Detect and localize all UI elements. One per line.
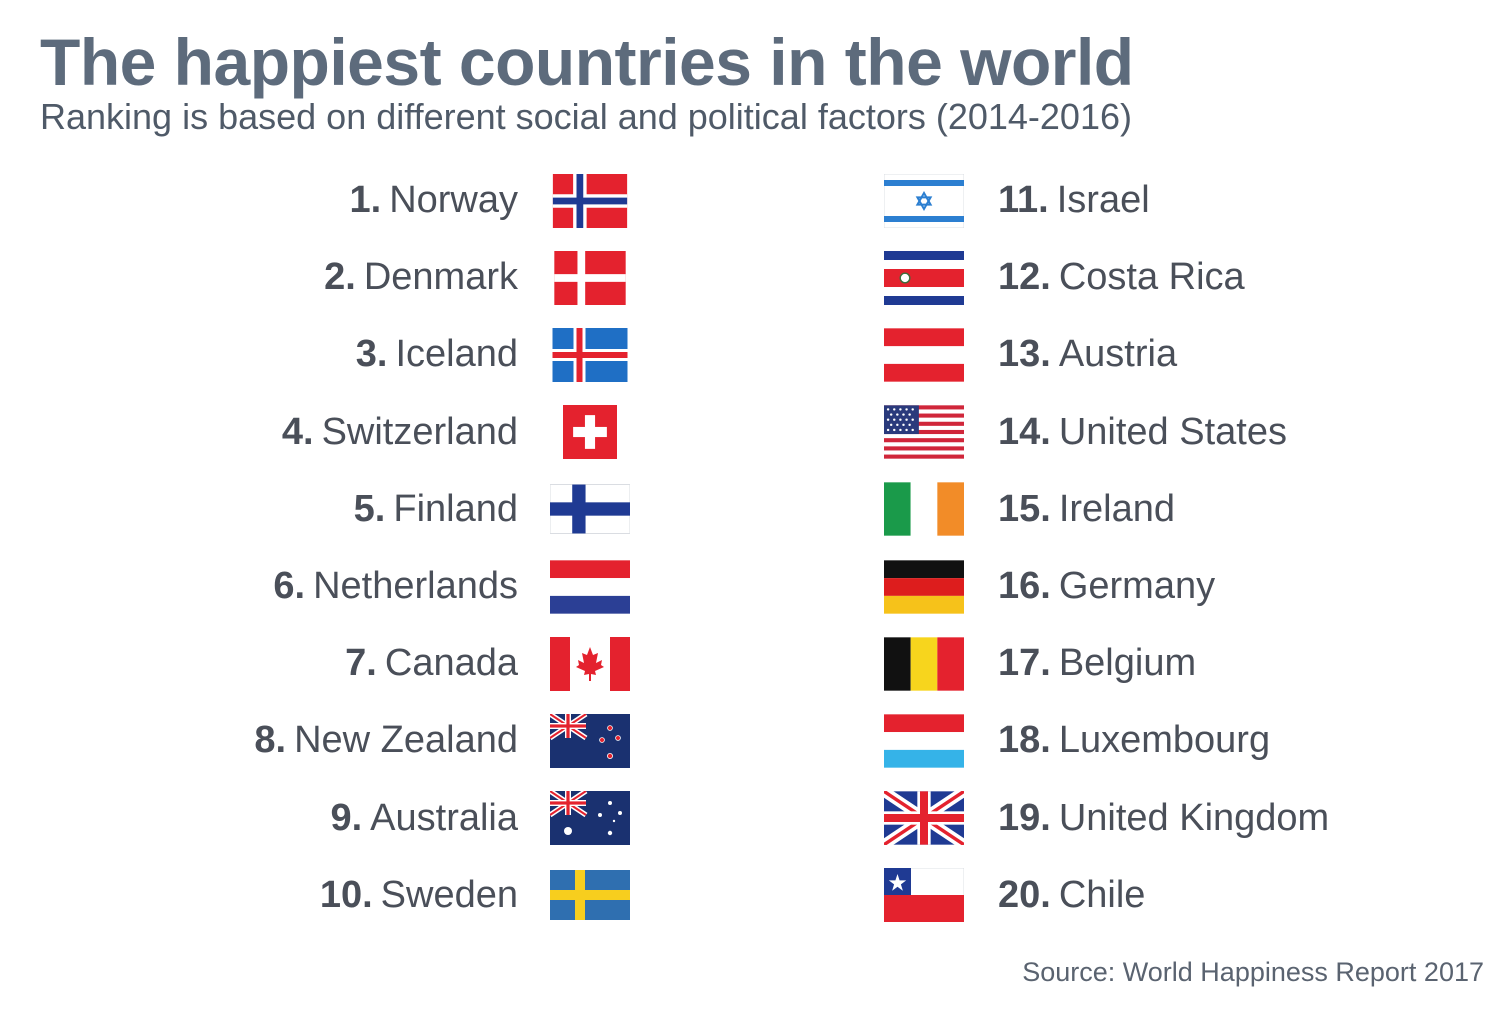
rank-number: 4.	[281, 410, 314, 453]
list-item: 10. Sweden	[0, 857, 640, 934]
rank-number: 8.	[254, 719, 287, 762]
chile-flag-icon	[884, 868, 964, 923]
list-item: 9. Australia	[0, 780, 640, 857]
country-name: Norway	[389, 179, 518, 222]
list-item: 11. Israel	[884, 162, 1444, 239]
sweden-flag-icon	[550, 868, 630, 922]
iceland-flag-icon	[550, 327, 630, 382]
ranking-list-right: 11. Israel 12. Costa Rica 13. Austria 14. Un…	[884, 162, 1444, 934]
rank-number: 10.	[319, 873, 373, 916]
israel-flag-icon	[884, 173, 964, 228]
country-name: Ireland	[1058, 487, 1176, 530]
rank-number: 6.	[273, 565, 306, 608]
list-item: 16. Germany	[884, 548, 1444, 625]
ireland-flag-icon	[884, 482, 964, 537]
country-name: Luxembourg	[1058, 719, 1271, 762]
rank-number: 19.	[998, 796, 1051, 839]
country-name: Costa Rica	[1058, 256, 1245, 299]
list-item: 20. Chile	[884, 857, 1444, 934]
country-name: Belgium	[1058, 642, 1197, 685]
rank-number: 17.	[998, 642, 1051, 685]
country-name: Netherlands	[313, 565, 518, 608]
netherlands-flag-icon	[550, 559, 630, 614]
rank-number: 12.	[998, 256, 1051, 299]
country-name: Denmark	[363, 256, 518, 299]
page-title: The happiest countries in the world	[40, 25, 1134, 99]
country-name: Canada	[384, 642, 518, 685]
country-name: Austria	[1058, 333, 1178, 376]
list-item: 6. Netherlands	[0, 548, 640, 625]
country-name: Finland	[393, 487, 518, 530]
list-item: 12. Costa Rica	[884, 239, 1444, 316]
country-name: United Kingdom	[1058, 796, 1330, 839]
finland-flag-icon	[550, 482, 630, 536]
ranking-list-left: 1. Norway 2. Denmark 3. Iceland 4. Switzerla…	[0, 162, 640, 934]
list-item: 17. Belgium	[884, 625, 1444, 702]
country-name: Iceland	[395, 333, 518, 376]
list-item: 15. Ireland	[884, 471, 1444, 548]
rank-number: 14.	[998, 410, 1051, 453]
united-states-flag-icon	[884, 405, 964, 459]
country-name: United States	[1058, 410, 1287, 453]
list-item: 18. Luxembourg	[884, 702, 1444, 779]
rank-number: 15.	[998, 487, 1051, 530]
list-item: 8. New Zealand	[0, 702, 640, 779]
rank-number: 1.	[349, 179, 382, 222]
list-item: 19. United Kingdom	[884, 780, 1444, 857]
norway-flag-icon	[550, 173, 630, 228]
list-item: 7. Canada	[0, 625, 640, 702]
rank-number: 3.	[355, 333, 388, 376]
austria-flag-icon	[884, 328, 964, 382]
list-item: 14. United States	[884, 394, 1444, 471]
canada-flag-icon	[550, 636, 630, 691]
list-item: 13. Austria	[884, 316, 1444, 393]
luxembourg-flag-icon	[884, 714, 964, 768]
list-item: 4. Switzerland	[0, 394, 640, 471]
new-zealand-flag-icon	[550, 713, 630, 768]
united-kingdom-flag-icon	[884, 791, 964, 846]
rank-number: 16.	[998, 565, 1051, 608]
denmark-flag-icon	[550, 250, 630, 305]
country-name: Sweden	[380, 873, 518, 916]
list-item: 5. Finland	[0, 471, 640, 548]
switzerland-flag-icon	[550, 405, 630, 460]
page-subtitle: Ranking is based on different social and…	[40, 96, 1132, 137]
list-item: 1. Norway	[0, 162, 640, 239]
country-name: Germany	[1058, 565, 1216, 608]
australia-flag-icon	[550, 791, 630, 846]
rank-number: 20.	[998, 873, 1051, 916]
rank-number: 11.	[998, 179, 1049, 222]
country-name: Australia	[370, 796, 518, 839]
rank-number: 7.	[345, 642, 377, 685]
source-note: Source: World Happiness Report 2017	[1022, 957, 1484, 987]
country-name: New Zealand	[294, 719, 518, 762]
rank-number: 2.	[324, 256, 356, 299]
rank-number: 18.	[998, 719, 1051, 762]
country-name: Switzerland	[321, 410, 518, 453]
country-name: Israel	[1056, 179, 1150, 222]
costa-rica-flag-icon	[884, 250, 964, 305]
rank-number: 5.	[353, 487, 386, 530]
rank-number: 9.	[330, 796, 363, 839]
germany-flag-icon	[884, 559, 964, 614]
list-item: 3. Iceland	[0, 316, 640, 393]
belgium-flag-icon	[884, 637, 964, 691]
country-name: Chile	[1058, 873, 1146, 916]
rank-number: 13.	[998, 333, 1051, 376]
list-item: 2. Denmark	[0, 239, 640, 316]
